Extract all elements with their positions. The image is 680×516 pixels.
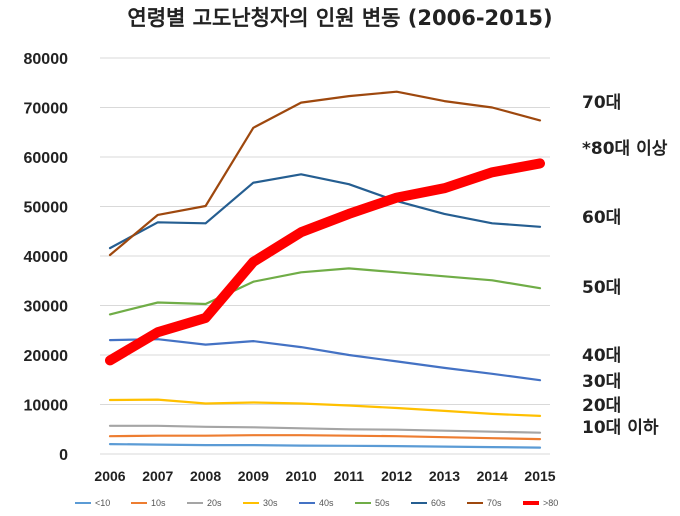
series-annotation: 50대 <box>582 278 621 298</box>
legend: <10 10s 20s 30s 40s 50s 60s 70s >80 <box>75 498 558 508</box>
series-line <box>108 90 542 257</box>
series-line <box>108 338 542 382</box>
x-tick-label: 2015 <box>524 468 555 484</box>
x-tick-label: 2006 <box>94 468 125 484</box>
y-tick-label: 80000 <box>24 51 69 68</box>
x-tick-label: 2013 <box>429 468 460 484</box>
y-tick-label: 30000 <box>24 299 69 316</box>
legend-label: 70s <box>487 498 502 508</box>
y-tick-label: 0 <box>59 447 68 464</box>
series-annotation: 70대 <box>582 93 621 113</box>
x-tick-label: 2012 <box>381 468 412 484</box>
series-annotation: 30대 <box>582 372 621 392</box>
series-annotation: *80대 이상 <box>582 139 668 159</box>
x-tick-label: 2008 <box>190 468 221 484</box>
x-tick-label: 2007 <box>142 468 173 484</box>
x-tick-label: 2014 <box>477 468 508 484</box>
legend-label: <10 <box>95 498 110 508</box>
series-line <box>108 424 542 434</box>
legend-label: 20s <box>207 498 222 508</box>
x-tick-label: 2009 <box>238 468 269 484</box>
y-tick-label: 50000 <box>24 200 69 217</box>
y-tick-label: 40000 <box>24 249 69 266</box>
legend-label: 30s <box>263 498 278 508</box>
series-line <box>108 398 542 417</box>
x-tick-label: 2010 <box>286 468 317 484</box>
x-axis-tick-labels: 2006 2007 2008 2009 2010 2011 2012 2013 2014 2015 <box>94 468 555 484</box>
y-tick-label: 60000 <box>24 150 69 167</box>
y-axis-tick-labels: 80000 70000 60000 50000 40000 30000 20000 10000… <box>24 51 69 464</box>
series-line <box>105 158 545 366</box>
y-tick-label: 70000 <box>24 101 69 118</box>
legend-label: >80 <box>543 498 558 508</box>
series-annotation: 40대 <box>582 346 621 366</box>
x-tick-label: 2011 <box>334 468 365 484</box>
series-annotation: 20대 <box>582 396 621 416</box>
series-lines <box>105 90 545 449</box>
series-line <box>108 443 542 449</box>
legend-label: 10s <box>151 498 166 508</box>
series-annotation: 60대 <box>582 208 621 228</box>
legend-label: 40s <box>319 498 334 508</box>
series-line <box>108 267 542 316</box>
series-line <box>108 434 542 441</box>
y-tick-label: 20000 <box>24 348 69 365</box>
gridlines <box>100 57 550 455</box>
legend-label: 50s <box>375 498 390 508</box>
chart-title: 연령별 고도난청자의 인원 변동 (2006-2015) <box>127 6 552 30</box>
series-line <box>108 173 542 250</box>
series-annotation: 10대 이하 <box>582 418 659 438</box>
y-tick-label: 10000 <box>24 398 69 415</box>
legend-label: 60s <box>431 498 446 508</box>
